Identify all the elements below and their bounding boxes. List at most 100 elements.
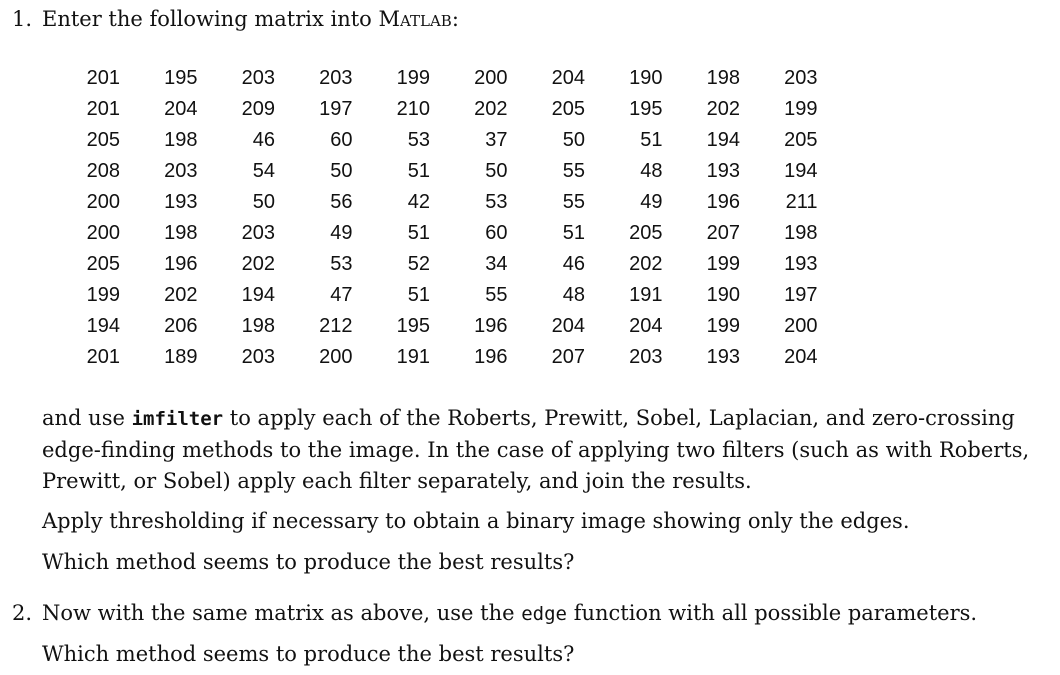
matrix-cell: 203 — [241, 67, 275, 89]
software-name: Matlab — [378, 7, 452, 31]
matrix-cell: 56 — [330, 191, 353, 213]
matrix-cell: 203 — [241, 346, 275, 368]
matrix-cell: 190 — [629, 67, 663, 89]
matrix-cell: 199 — [86, 284, 120, 306]
matrix-cell: 204 — [164, 98, 198, 120]
matrix-cell: 53 — [330, 253, 353, 275]
question-1-heading: 1. Enter the following matrix into Matlab… — [12, 4, 459, 35]
matrix-cell: 199 — [706, 315, 740, 337]
matrix-cell: 34 — [485, 253, 508, 275]
matrix-cell: 196 — [164, 253, 198, 275]
question-2-heading: 2. Now with the same matrix as above, use… — [12, 598, 977, 630]
matrix-cell: 199 — [784, 98, 818, 120]
matrix-cell: 208 — [86, 160, 120, 182]
matrix-cell: 48 — [640, 160, 663, 182]
matrix-cell: 200 — [86, 191, 120, 213]
edge-code: edge — [521, 603, 567, 625]
matrix-cell: 204 — [784, 346, 818, 368]
matrix-cell: 205 — [784, 129, 818, 151]
matrix-cell: 211 — [785, 191, 818, 213]
matrix-cell: 55 — [485, 284, 508, 306]
matrix-cell: 198 — [164, 222, 198, 244]
matrix-row: 199 202 194 47 51 55 48 191 190 197 — [68, 280, 818, 311]
matrix-cell: 202 — [164, 284, 198, 306]
matrix-cell: 50 — [252, 191, 275, 213]
matrix-cell: 212 — [319, 315, 353, 337]
matrix-cell: 51 — [407, 160, 430, 182]
question-2-text-after: function with all possible parameters. — [573, 601, 978, 625]
matrix-cell: 207 — [551, 346, 585, 368]
matrix-cell: 196 — [706, 191, 740, 213]
matrix-cell: 53 — [485, 191, 508, 213]
matrix-cell: 201 — [86, 346, 120, 368]
matrix-cell: 204 — [551, 315, 585, 337]
imfilter-instructions: and use imfilter to apply each of the Ro… — [42, 403, 1057, 497]
matrix-cell: 206 — [164, 315, 198, 337]
matrix-cell: 191 — [396, 346, 430, 368]
matrix-cell: 51 — [407, 222, 430, 244]
matrix-cell: 55 — [562, 160, 585, 182]
matrix-cell: 60 — [485, 222, 508, 244]
matrix-cell: 190 — [706, 284, 740, 306]
question-2-text-before: Now with the same matrix as above, use t… — [42, 601, 515, 625]
matrix-cell: 202 — [474, 98, 508, 120]
imfilter-text-after: to apply each of the Roberts, Prewitt, S… — [42, 406, 1030, 493]
matrix-cell: 201 — [86, 98, 120, 120]
matrix-cell: 51 — [640, 129, 663, 151]
matrix-cell: 49 — [330, 222, 353, 244]
matrix-cell: 210 — [396, 98, 430, 120]
matrix-cell: 203 — [241, 222, 275, 244]
matrix-cell: 198 — [706, 67, 740, 89]
matrix-cell: 46 — [562, 253, 585, 275]
matrix-cell: 203 — [319, 67, 353, 89]
matrix-cell: 191 — [629, 284, 663, 306]
matrix-cell: 200 — [86, 222, 120, 244]
matrix-cell: 200 — [319, 346, 353, 368]
matrix-cell: 194 — [86, 315, 120, 337]
matrix-cell: 209 — [241, 98, 275, 120]
matrix-cell: 204 — [551, 67, 585, 89]
matrix-cell: 49 — [640, 191, 663, 213]
matrix-cell: 207 — [706, 222, 740, 244]
matrix-cell: 195 — [396, 315, 430, 337]
matrix-cell: 54 — [252, 160, 275, 182]
matrix-cell: 53 — [407, 129, 430, 151]
matrix-cell: 46 — [252, 129, 275, 151]
matrix-cell: 194 — [784, 160, 818, 182]
matrix-cell: 196 — [474, 315, 508, 337]
matrix-cell: 50 — [330, 160, 353, 182]
question-1-number: 1. — [12, 7, 33, 31]
matrix-cell: 50 — [485, 160, 508, 182]
matrix-cell: 202 — [629, 253, 663, 275]
matrix-cell: 193 — [784, 253, 818, 275]
matrix-cell: 201 — [86, 67, 120, 89]
matrix-cell: 193 — [706, 160, 740, 182]
matrix-cell: 198 — [784, 222, 818, 244]
matrix-row: 200 193 50 56 42 53 55 49 196 211 — [68, 187, 818, 218]
matrix-row: 201 195 203 203 199 200 204 190 198 203 — [68, 63, 818, 94]
threshold-instruction: Apply thresholding if necessary to obtai… — [42, 509, 910, 533]
matrix-cell: 200 — [474, 67, 508, 89]
matrix-cell: 199 — [706, 253, 740, 275]
matrix-cell: 48 — [562, 284, 585, 306]
matrix-cell: 194 — [706, 129, 740, 151]
matrix-cell: 204 — [629, 315, 663, 337]
matrix-cell: 197 — [784, 284, 818, 306]
imfilter-code: imfilter — [131, 408, 224, 430]
matrix-row: 201 204 209 197 210 202 205 195 202 199 — [68, 94, 818, 125]
matrix-cell: 196 — [474, 346, 508, 368]
matrix-cell: 205 — [86, 129, 120, 151]
data-matrix: 201 195 203 203 199 200 204 190 198 203 201 204 209 1… — [68, 63, 818, 373]
matrix-row: 194 206 198 212 195 196 204 204 199 200 — [68, 311, 818, 342]
question-1-colon: : — [451, 7, 459, 31]
matrix-row: 201 189 203 200 191 196 207 203 193 204 — [68, 342, 818, 373]
matrix-cell: 55 — [562, 191, 585, 213]
matrix-cell: 37 — [485, 129, 508, 151]
matrix-cell: 203 — [784, 67, 818, 89]
best-method-question-1: Which method seems to produce the best r… — [42, 550, 575, 574]
matrix-cell: 203 — [164, 160, 198, 182]
matrix-row: 200 198 203 49 51 60 51 205 207 198 — [68, 218, 818, 249]
matrix-cell: 205 — [86, 253, 120, 275]
matrix-cell: 203 — [629, 346, 663, 368]
